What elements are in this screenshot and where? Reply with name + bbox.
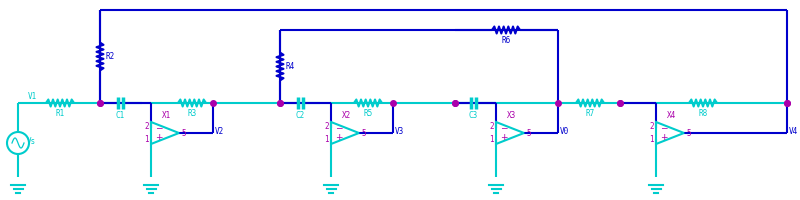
Text: Vs: Vs (27, 136, 36, 146)
Text: 5: 5 (686, 129, 690, 138)
Text: R7: R7 (586, 109, 594, 118)
Text: +: + (155, 133, 162, 142)
Text: +: + (660, 133, 667, 142)
Text: 5: 5 (361, 129, 366, 138)
Text: 2: 2 (144, 122, 149, 131)
Text: C2: C2 (295, 111, 305, 120)
Text: 5: 5 (526, 129, 530, 138)
Text: R6: R6 (502, 36, 510, 45)
Text: 1: 1 (490, 135, 494, 144)
Text: −: − (155, 124, 162, 133)
Text: C1: C1 (115, 111, 125, 120)
Text: −: − (660, 124, 667, 133)
Text: R5: R5 (363, 109, 373, 118)
Text: X2: X2 (342, 111, 352, 120)
Text: R1: R1 (55, 109, 65, 118)
Text: R8: R8 (698, 109, 708, 118)
Text: 1: 1 (650, 135, 654, 144)
Text: 2: 2 (490, 122, 494, 131)
Text: C3: C3 (468, 111, 478, 120)
Text: −: − (335, 124, 342, 133)
Text: V3: V3 (395, 128, 404, 136)
Text: +: + (500, 133, 507, 142)
Text: 1: 1 (144, 135, 149, 144)
Text: R4: R4 (286, 62, 295, 71)
Text: V1: V1 (28, 92, 38, 101)
Text: V0: V0 (560, 128, 570, 136)
Text: X1: X1 (162, 111, 172, 120)
Text: X4: X4 (667, 111, 677, 120)
Text: +: + (335, 133, 342, 142)
Text: R2: R2 (106, 52, 115, 61)
Text: V4: V4 (789, 128, 798, 136)
Text: V2: V2 (215, 128, 224, 136)
Text: −: − (500, 124, 507, 133)
Text: X3: X3 (507, 111, 517, 120)
Text: 1: 1 (324, 135, 329, 144)
Text: R3: R3 (187, 109, 197, 118)
Text: 2: 2 (650, 122, 654, 131)
Text: 2: 2 (324, 122, 329, 131)
Text: 5: 5 (181, 129, 186, 138)
